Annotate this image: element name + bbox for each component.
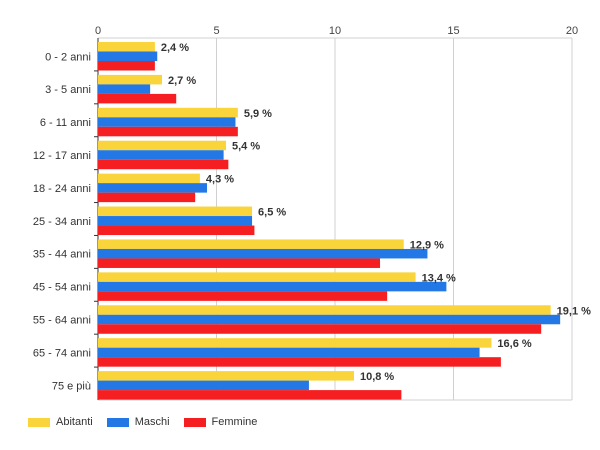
- category-label: 0 - 2 anni: [45, 51, 91, 63]
- bar-maschi: [98, 150, 224, 160]
- bar-maschi: [98, 281, 447, 292]
- legend-label: Maschi: [134, 416, 170, 428]
- bar-maschi: [98, 347, 480, 358]
- bar-femmine: [98, 390, 402, 400]
- bar-femmine: [98, 291, 388, 301]
- x-tick-label: 10: [329, 25, 341, 37]
- bar-abitanti: [98, 74, 162, 85]
- legend-item-maschi: Maschi: [106, 416, 170, 428]
- category-label: 45 - 54 anni: [33, 282, 91, 294]
- bar-abitanti: [98, 42, 155, 52]
- bar-maschi: [98, 117, 236, 127]
- bar-femmine: [98, 61, 155, 71]
- category-label: 75 e più: [52, 380, 91, 392]
- data-label: 6,5 %: [258, 207, 286, 219]
- legend-item-femmine: Femmine: [183, 416, 258, 428]
- category-label: 12 - 17 anni: [33, 150, 91, 162]
- bar-maschi: [98, 314, 561, 325]
- bar-femmine: [98, 126, 238, 137]
- bar-abitanti: [98, 305, 551, 315]
- legend-swatch: [106, 417, 129, 427]
- category-label: 55 - 64 anni: [33, 315, 91, 327]
- data-label: 2,4 %: [161, 42, 189, 54]
- bar-maschi: [98, 51, 158, 61]
- bar-femmine: [98, 159, 229, 170]
- x-tick-label: 20: [566, 25, 578, 37]
- bar-maschi: [98, 84, 151, 94]
- bar-abitanti: [98, 239, 404, 249]
- data-label: 13,4 %: [422, 272, 456, 284]
- category-label: 35 - 44 anni: [33, 249, 91, 261]
- category-label: 6 - 11 anni: [40, 117, 91, 129]
- category-labels: 0 - 2 anni 3 - 5 anni 6 - 11 anni 12 - 17 a…: [33, 51, 91, 392]
- category-label: 18 - 24 anni: [33, 183, 91, 195]
- bar-femmine: [98, 258, 381, 268]
- data-label: 5,9 %: [244, 108, 272, 120]
- bar-abitanti: [98, 206, 253, 217]
- data-label: 2,7 %: [168, 75, 196, 87]
- bar-abitanti: [98, 107, 238, 118]
- bar-maschi: [98, 380, 309, 391]
- x-tick-label: 5: [213, 25, 219, 37]
- data-label: 4,3 %: [206, 174, 234, 186]
- legend-label: Abitanti: [56, 416, 93, 428]
- bar-abitanti: [98, 173, 200, 184]
- bar-abitanti: [98, 272, 416, 282]
- bar-abitanti: [98, 140, 226, 151]
- category-label: 25 - 34 anni: [33, 216, 91, 228]
- category-label: 65 - 74 anni: [33, 347, 91, 359]
- x-axis-tick-labels: 0 5 10 15 20: [95, 25, 578, 37]
- bar-abitanti: [98, 338, 492, 348]
- data-label: 5,4 %: [232, 141, 260, 153]
- bars: [98, 42, 561, 400]
- bar-abitanti: [98, 371, 354, 381]
- legend-item-abitanti: Abitanti: [28, 416, 93, 428]
- data-label: 16,6 %: [497, 338, 531, 350]
- bar-femmine: [98, 357, 501, 367]
- bar-maschi: [98, 216, 253, 226]
- bar-femmine: [98, 225, 255, 236]
- data-label: 12,9 %: [410, 239, 444, 251]
- bar-femmine: [98, 192, 196, 203]
- data-label: 10,8 %: [360, 371, 394, 383]
- legend-swatch: [183, 417, 206, 427]
- bar-femmine: [98, 93, 177, 104]
- legend-label: Femmine: [211, 416, 258, 428]
- data-label: 19,1 %: [557, 305, 591, 317]
- data-labels: 2,4 % 2,7 % 5,9 % 5,4 % 4,3 % 6,5 % 12,9 % 13,4…: [161, 42, 591, 383]
- x-tick-label: 15: [447, 25, 459, 37]
- bar-femmine: [98, 324, 542, 334]
- bar-maschi: [98, 183, 208, 193]
- x-tick-label: 0: [95, 25, 101, 37]
- category-label: 3 - 5 anni: [45, 84, 91, 96]
- bar-maschi: [98, 248, 428, 259]
- chart-legend: Abitanti Maschi Femmine: [28, 416, 257, 428]
- legend-swatch: [28, 417, 50, 427]
